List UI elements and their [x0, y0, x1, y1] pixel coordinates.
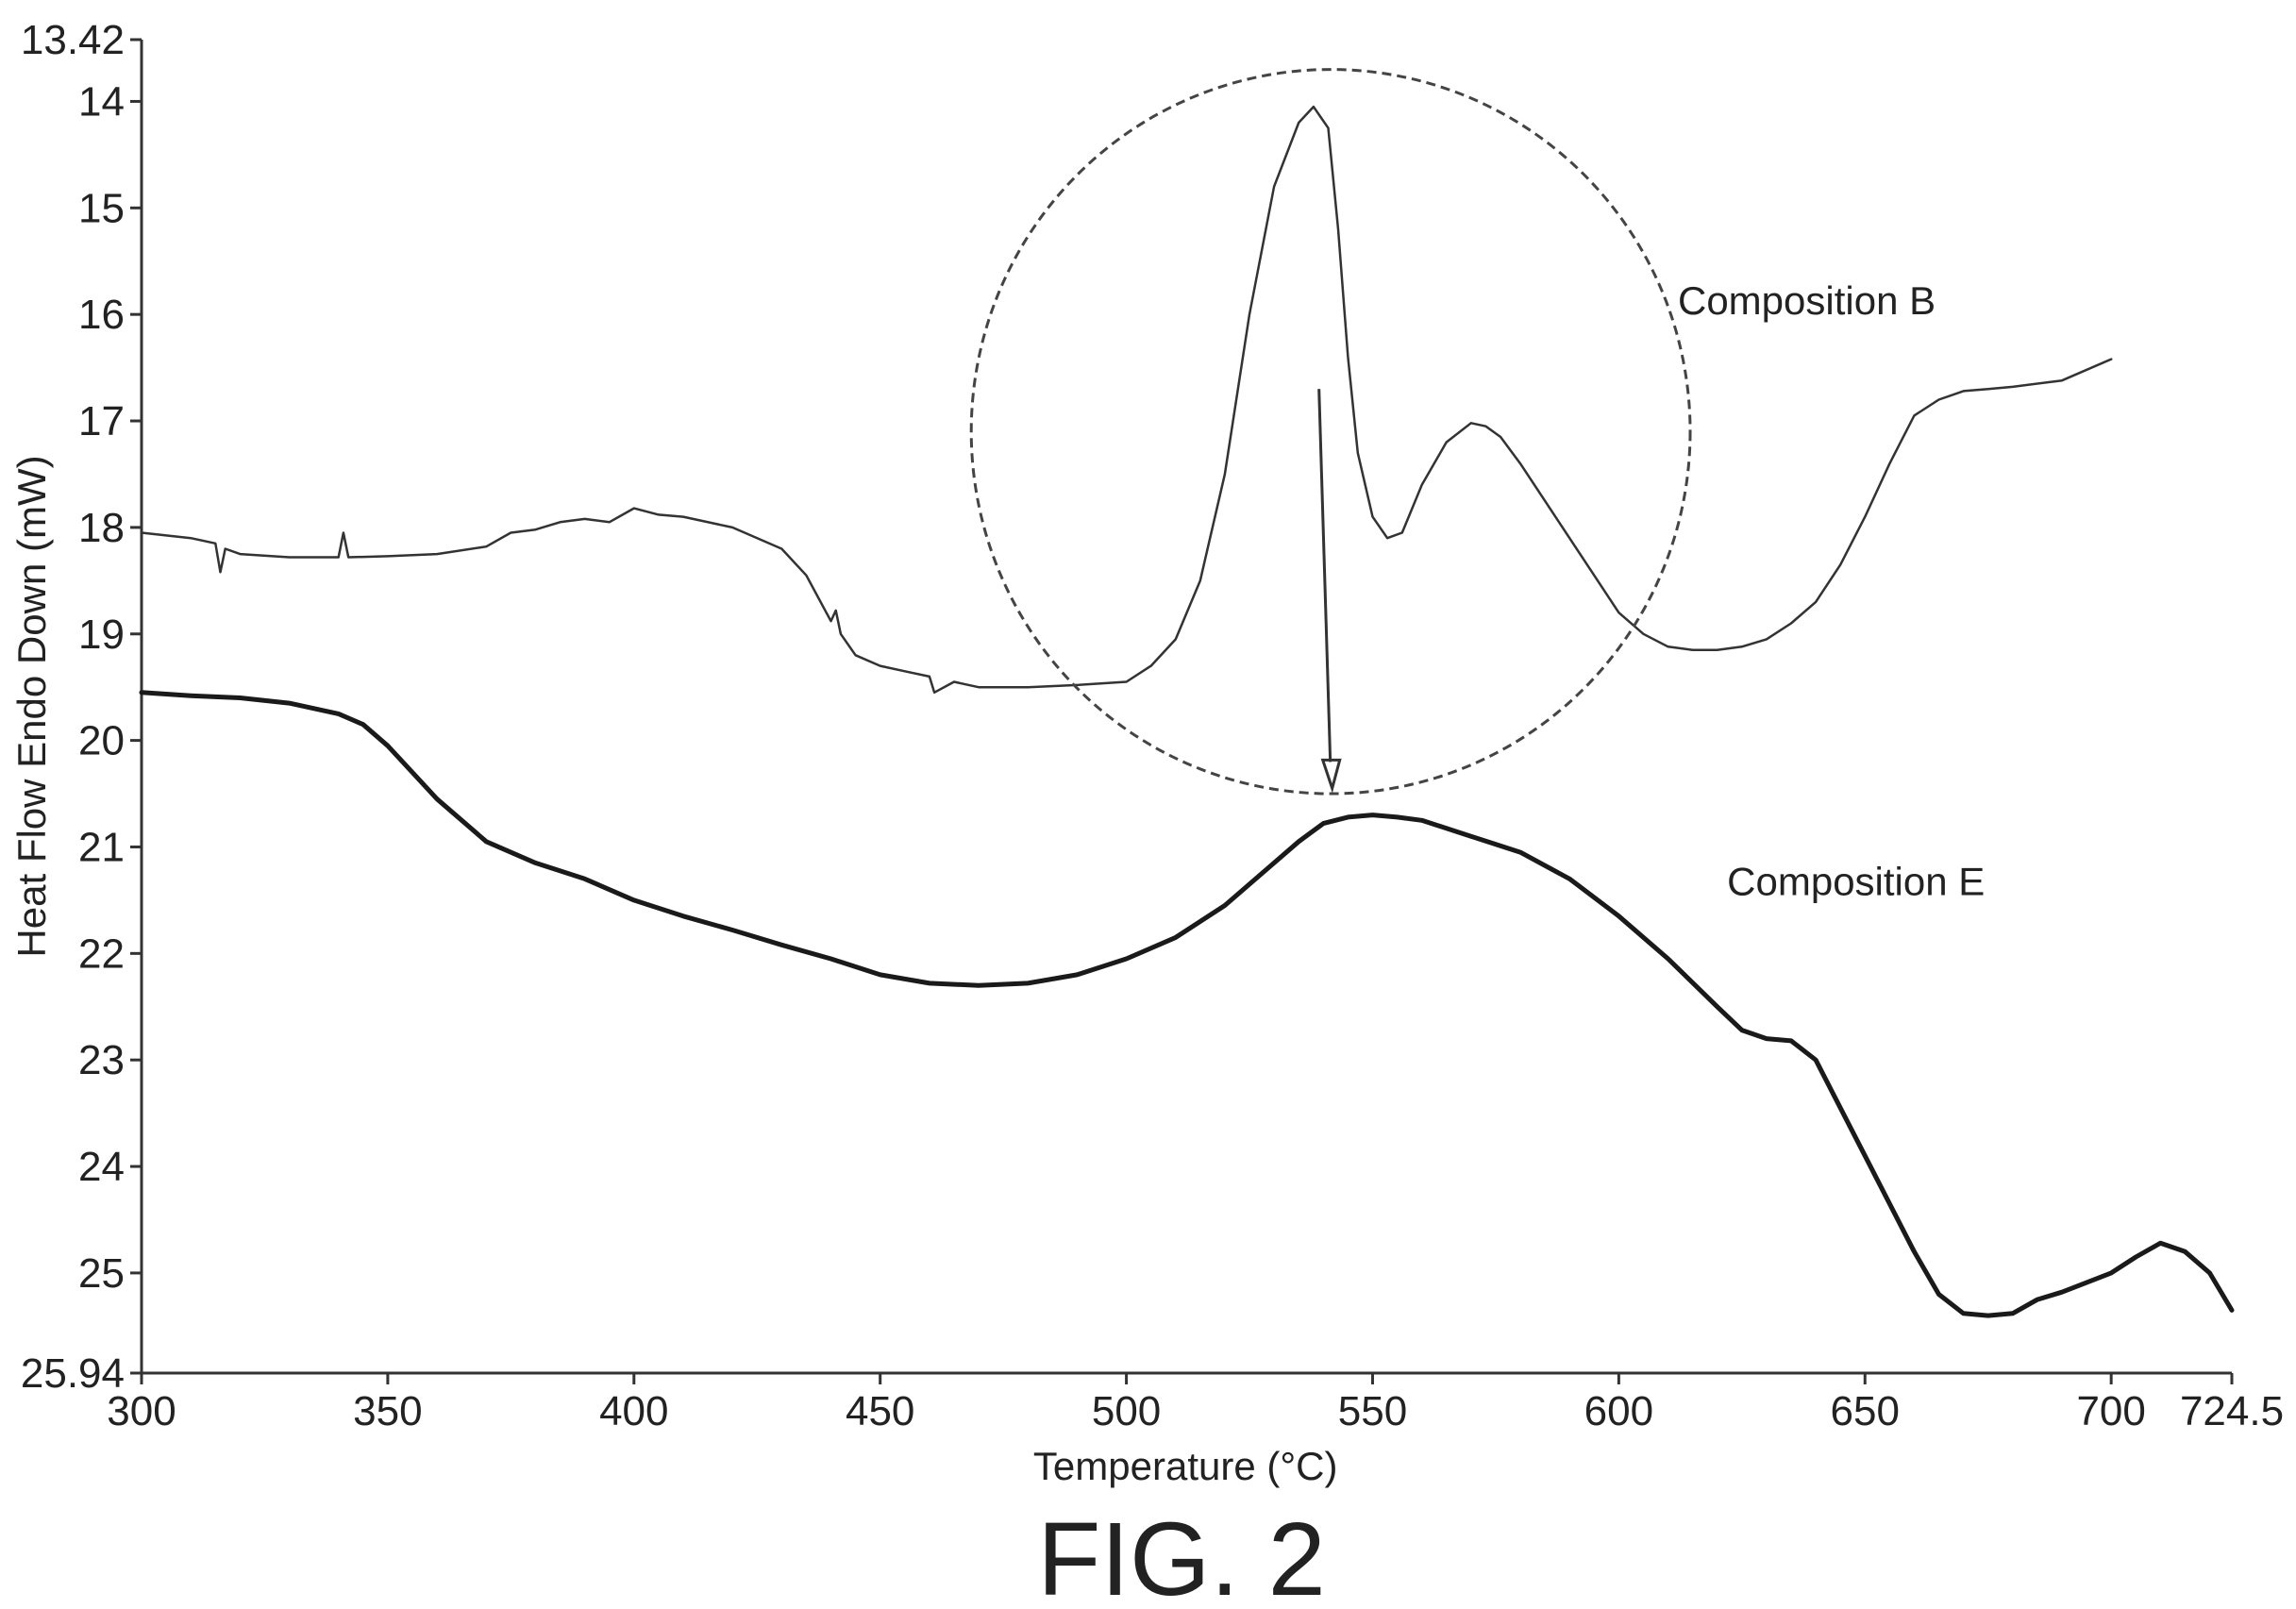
arrow-head — [1320, 758, 1342, 794]
y-tick-label: 21 — [78, 824, 125, 870]
x-axis-title: Temperature (°C) — [1033, 1444, 1338, 1488]
y-tick-label: 20 — [78, 718, 125, 764]
y-tick-label: 14 — [78, 78, 125, 125]
axes — [140, 40, 2232, 1375]
x-tick-label: 600 — [1584, 1388, 1653, 1434]
x-tick-label: 700 — [2076, 1388, 2145, 1434]
highlight-ellipse — [969, 68, 1692, 796]
figure-caption: FIG. 2 — [1037, 1501, 1326, 1609]
series-label-composition-e: Composition E — [1727, 859, 1985, 903]
series-layer — [139, 105, 2235, 1318]
y-tick-label: 13.42 — [21, 17, 125, 63]
x-tick-label: 300 — [107, 1388, 176, 1434]
y-tick-label: 25.94 — [21, 1350, 125, 1397]
series-line-composition-e — [139, 690, 2235, 1318]
y-tick-label: 15 — [78, 185, 125, 231]
x-tick-label: 400 — [599, 1388, 668, 1434]
y-ticks: 13.42 14 15 16 17 18 19 20 21 22 23 24 25 25.94 — [21, 17, 142, 1397]
arrow-shaft — [1317, 389, 1332, 763]
x-tick-label: 350 — [353, 1388, 422, 1434]
y-axis-title: Heat Flow Endo Down (mW) — [9, 455, 54, 957]
y-tick-label: 16 — [78, 292, 125, 338]
y-tick-label: 23 — [78, 1037, 125, 1083]
y-tick-label: 25 — [78, 1250, 125, 1297]
x-tick-label: 450 — [846, 1388, 914, 1434]
y-tick-label: 18 — [78, 505, 125, 551]
x-tick-label: 724.5 — [2180, 1388, 2284, 1434]
y-tick-label: 19 — [78, 612, 125, 658]
x-tick-label: 500 — [1092, 1388, 1161, 1434]
y-tick-label: 22 — [78, 930, 125, 977]
y-tick-label: 24 — [78, 1144, 125, 1190]
x-tick-label: 550 — [1338, 1388, 1407, 1434]
y-tick-label: 17 — [78, 398, 125, 444]
x-ticks: 300 350 400 450 500 550 600 650 700 724.5 — [107, 1373, 2284, 1434]
series-line-composition-b — [140, 105, 2113, 695]
x-tick-label: 650 — [1831, 1388, 1900, 1434]
arrow-annotation — [1317, 389, 1342, 794]
series-label-composition-b: Composition B — [1678, 278, 1936, 323]
